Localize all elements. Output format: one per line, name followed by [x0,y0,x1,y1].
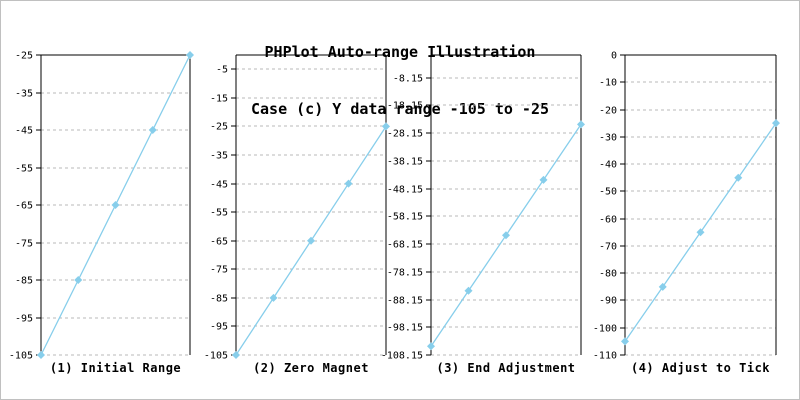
data-point-marker [427,342,435,351]
data-point-marker [74,276,83,284]
y-tick-label: -40 [599,160,617,171]
y-tick-label: -105 [204,351,228,362]
y-tick-label: -70 [599,242,617,253]
y-tick-label: -88.15 [387,296,423,307]
y-tick-label: -108.15 [381,351,423,362]
y-tick-label: -95 [15,314,33,325]
y-tick-label: 0 [611,51,617,62]
y-tick-label: -60 [599,215,617,226]
data-point-marker [621,337,629,346]
data-point-marker [111,201,120,209]
data-point-marker [148,126,157,134]
y-tick-label: -85 [210,294,228,305]
data-point-marker [772,119,780,128]
y-tick-label: -85 [15,276,33,287]
subplot-2: -5 -15 -25 -35 -45 -55 -65 -75 -85 -95 -105 (2) Zer… [204,54,390,375]
y-tick-label: -65 [15,201,33,212]
y-tick-label: -75 [15,239,33,250]
y-tick-label: -15 [210,94,228,105]
y-tick-label: -78.15 [387,268,423,279]
y-tick-label: -98.15 [387,323,423,334]
subplot-4: 0 -10 -20 -30 -40 -50 -60 -70 -80 -90 -100 -110 (4) … [593,51,780,375]
subplot-caption: (3) End Adjustment [436,361,575,375]
y-tick-label: -20 [599,106,617,117]
y-tick-label: -18.15 [387,101,423,112]
data-point-marker [382,122,390,131]
y-tick-label: -5 [216,65,228,76]
y-tick-label: -10 [599,78,617,89]
subplot-caption: (4) Adjust to Tick [631,361,770,375]
data-point-marker [539,175,548,184]
data-point-marker [37,351,45,359]
data-point-marker [696,228,705,237]
data-point-marker [577,120,585,129]
y-tick-label: -35 [15,89,33,100]
y-tick-label: -100 [593,324,617,335]
y-tick-label: -38.15 [387,157,423,168]
y-tick-label: -55 [15,164,33,175]
y-tick-label: -35 [210,151,228,162]
y-tick-label: -28.15 [387,129,423,140]
y-tick-label: -25 [15,51,33,62]
y-tick-label: -75 [210,265,228,276]
y-tick-label: -95 [210,322,228,333]
data-point-marker [734,173,743,182]
y-tick-label: -90 [599,296,617,307]
data-point-marker [307,236,315,245]
data-point-marker [658,282,667,291]
y-tick-label: -65 [210,237,228,248]
y-tick-label: -48.15 [387,185,423,196]
data-point-marker [344,179,353,188]
data-point-marker [232,351,240,359]
y-tick-label: -68.15 [387,240,423,251]
subplot-caption: (1) Initial Range [50,361,181,375]
subplot-caption: (2) Zero Magnet [253,361,369,375]
y-tick-label: -50 [599,187,617,198]
data-point-marker [502,231,510,240]
y-tick-label: -58.15 [387,212,423,223]
y-tick-label: -45 [15,126,33,137]
y-tick-label: -110 [593,351,617,362]
y-tick-label: -45 [210,180,228,191]
chart-title-line-1: PHPlot Auto-range Illustration [264,43,536,61]
y-tick-label: -8.15 [393,74,423,85]
data-point-marker [186,51,194,59]
subplot-3: -8.15 -18.15 -28.15 -38.15 -48.15 -58.15 -68.1… [381,54,585,375]
subplot-1: -25 -35 -45 -55 -65 -75 -85 -95 -105 (1) Initial … [9,51,194,375]
y-tick-label: -55 [210,208,228,219]
y-tick-label: -105 [9,351,33,362]
y-tick-label: -25 [210,122,228,133]
data-point-marker [464,286,473,295]
y-tick-label: -30 [599,133,617,144]
y-tick-label: -80 [599,269,617,280]
data-point-marker [269,293,278,302]
